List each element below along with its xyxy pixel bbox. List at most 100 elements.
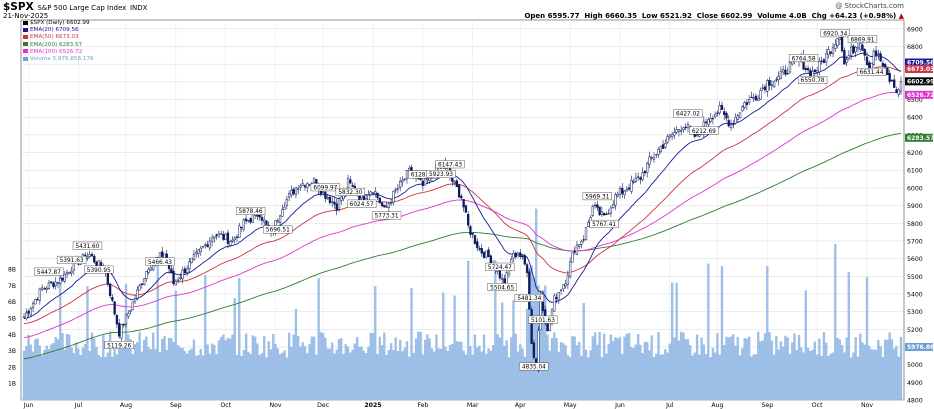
- volume-bar: [759, 341, 762, 401]
- volume-bar: [476, 347, 479, 401]
- volume-bar: [793, 333, 796, 401]
- volume-bar: [183, 351, 187, 401]
- volume-bar: [695, 334, 699, 401]
- annotation-box: [528, 315, 558, 324]
- y-tick-label: 6100: [907, 168, 923, 175]
- price-tag: [905, 342, 933, 351]
- annotation-label: 6427.02: [676, 112, 700, 118]
- candle-body: [95, 261, 98, 266]
- volume-bar: [394, 337, 397, 401]
- candle-body: [278, 215, 282, 223]
- candle-body: [392, 190, 395, 203]
- candle-body: [695, 134, 699, 136]
- candle-body: [732, 123, 735, 126]
- annotation-label: 5390.95: [87, 268, 111, 274]
- candle-body: [770, 84, 773, 87]
- volume-bar: [861, 342, 864, 401]
- candle-body: [856, 46, 860, 50]
- volume-bar: [231, 334, 234, 401]
- volume-bar: [829, 353, 832, 401]
- volume-bar: [482, 334, 486, 401]
- candle-body: [822, 59, 826, 63]
- y-tick-label: 6200: [907, 150, 923, 157]
- volume-bar: [84, 343, 87, 401]
- volume-bar: [356, 337, 359, 401]
- volume-bar: [331, 342, 334, 401]
- candle-body: [881, 62, 885, 67]
- candle-body: [818, 60, 821, 73]
- candle-body: [652, 157, 656, 160]
- annotation-box: [485, 262, 515, 271]
- candle-body: [183, 268, 187, 274]
- volume-bar: [43, 350, 46, 401]
- candle-body: [419, 178, 422, 181]
- volume-bar: [451, 344, 454, 401]
- annotation-box: [589, 219, 619, 228]
- volume-bar: [111, 356, 114, 401]
- annotation-box: [371, 211, 402, 220]
- volume-bar: [235, 355, 239, 401]
- candle-body: [396, 188, 400, 190]
- volume-bar: [163, 336, 166, 401]
- candle-body: [93, 256, 96, 263]
- volume-bar: [371, 333, 375, 401]
- annotation-box: [104, 341, 134, 350]
- candle-body: [108, 283, 112, 297]
- volume-bar: [401, 351, 404, 401]
- volume-bar: [868, 345, 871, 401]
- volume-bar: [723, 344, 726, 401]
- volume-bar: [698, 354, 701, 401]
- volume-bar: [306, 353, 309, 401]
- volume-bar: [510, 337, 513, 401]
- volume-bar: [439, 348, 443, 401]
- candle-body: [788, 62, 792, 73]
- volume-bar: [389, 343, 393, 401]
- volume-bar: [804, 290, 807, 401]
- volume-bar: [865, 277, 869, 401]
- candle-body: [111, 297, 114, 301]
- candle-body: [684, 126, 687, 129]
- candle-body: [804, 68, 807, 70]
- volume-bar: [485, 353, 488, 401]
- volume-bar: [274, 344, 277, 401]
- candle-body: [786, 73, 789, 75]
- volume-bar: [106, 352, 109, 401]
- candle-body: [498, 270, 502, 279]
- candle-body: [829, 51, 832, 54]
- x-tick-label: Nov: [270, 402, 282, 409]
- volume-bar: [213, 344, 216, 401]
- volume-bar: [634, 344, 637, 401]
- volume-bar: [895, 345, 898, 401]
- candle-body: [197, 249, 200, 254]
- candle-body: [562, 284, 565, 290]
- volume-bar: [670, 282, 674, 401]
- volume-bar: [27, 334, 30, 401]
- candle-body: [306, 183, 309, 188]
- candle-body: [657, 149, 660, 155]
- volume-bar: [344, 344, 347, 401]
- volume-bar: [392, 350, 395, 401]
- volume-bar: [179, 347, 182, 401]
- candle-body: [772, 81, 776, 88]
- candle-body: [600, 211, 604, 215]
- volume-bar: [421, 354, 424, 401]
- volume-bar: [507, 357, 511, 401]
- volume-bar: [251, 335, 255, 401]
- candle-body: [863, 49, 866, 56]
- candle-body: [723, 111, 726, 115]
- volume-bar: [326, 348, 329, 401]
- volume-bar: [775, 336, 778, 401]
- candle-body: [836, 38, 839, 46]
- volume-bar: [278, 354, 282, 401]
- volume-bar: [491, 345, 495, 401]
- volume-bar: [75, 342, 78, 401]
- candle-body: [899, 81, 903, 92]
- candle-body: [528, 271, 531, 310]
- volume-bar: [666, 352, 669, 401]
- candle-body: [297, 188, 300, 190]
- candle-body: [301, 183, 304, 186]
- volume-bar: [127, 334, 130, 401]
- annotation-label: 5504.65: [490, 285, 514, 291]
- volume-tick-label: 6B: [8, 299, 16, 306]
